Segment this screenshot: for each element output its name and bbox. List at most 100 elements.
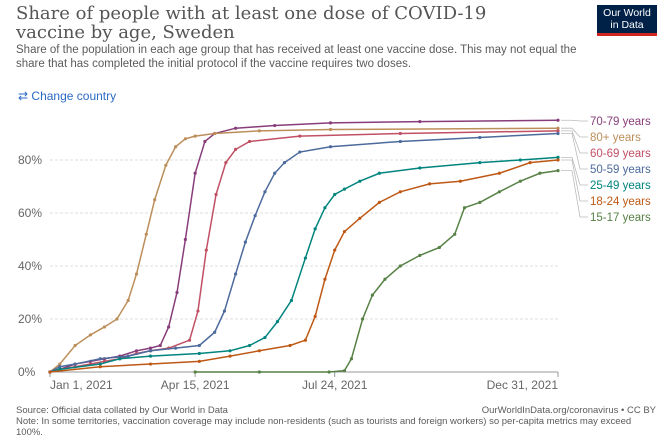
data-point [234, 126, 238, 130]
x-tick-label: Jan 1, 2021 [50, 378, 113, 392]
data-point [437, 245, 441, 250]
data-point [204, 248, 208, 252]
data-point [328, 127, 333, 132]
data-point [263, 335, 267, 340]
data-point [234, 147, 238, 151]
data-point [257, 370, 261, 374]
data-point [73, 362, 77, 366]
y-tick-label: 20% [18, 312, 42, 326]
chart-subtitle: Share of the population in each age grou… [16, 44, 577, 70]
y-tick-label: 60% [18, 206, 42, 220]
source-text: Source: Official data collated by Our Wo… [16, 405, 228, 416]
data-point [342, 187, 347, 191]
y-tick-label: 40% [18, 259, 42, 273]
data-point [556, 158, 560, 162]
footer: Source: Official data collated by Our Wo… [16, 405, 656, 438]
data-point [73, 343, 77, 348]
data-point [257, 349, 261, 353]
data-point [497, 171, 501, 175]
data-point [556, 169, 560, 173]
data-point [167, 325, 171, 329]
data-point [358, 179, 362, 183]
data-point [243, 240, 247, 244]
data-point [556, 118, 560, 122]
x-tick-label: Jul 24, 2021 [302, 378, 368, 392]
data-point [538, 171, 542, 175]
legend-label: 80+ years [590, 132, 641, 144]
data-point [98, 365, 102, 369]
data-point [257, 129, 261, 133]
data-point [418, 253, 422, 257]
source-url-link[interactable]: OurWorldInData.org/coronavirus • CC BY [481, 405, 656, 416]
data-point [556, 155, 560, 159]
data-point [497, 190, 501, 194]
data-point [323, 206, 327, 210]
data-point [213, 330, 217, 334]
data-point [462, 206, 467, 210]
data-point [214, 192, 218, 197]
data-point [313, 314, 317, 318]
data-point [313, 227, 317, 231]
data-point [183, 237, 187, 242]
data-point [518, 158, 522, 162]
data-point [282, 161, 287, 165]
data-point [377, 200, 381, 204]
legend-label: 25-49 years [590, 180, 651, 192]
data-point [187, 338, 192, 342]
data-point [298, 150, 302, 154]
legend-label: 70-79 years [590, 116, 651, 128]
data-point [377, 171, 381, 175]
data-point [478, 135, 482, 140]
data-point [328, 121, 333, 125]
data-point [289, 298, 294, 303]
data-point [175, 290, 179, 295]
data-point [333, 248, 337, 252]
data-point [203, 139, 207, 144]
data-point [193, 134, 197, 138]
data-point [213, 131, 217, 136]
legend-connector [561, 159, 588, 202]
data-point [126, 298, 130, 303]
series-line-80+years [49, 127, 559, 373]
data-point [98, 362, 102, 366]
legend-connector [561, 127, 588, 138]
data-point [48, 370, 52, 374]
data-point [153, 198, 157, 202]
data-point [148, 354, 153, 358]
series-line-5059years [49, 132, 559, 373]
data-point [288, 343, 292, 348]
legend-connector [561, 119, 588, 122]
series-line-2549years [49, 156, 559, 373]
x-tick-label: Dec 31, 2021 [487, 378, 559, 392]
data-point [247, 343, 252, 348]
series-line-1517years [195, 169, 559, 373]
owid-logo[interactable]: Our World in Data [597, 5, 657, 36]
change-country-button[interactable]: ⇄ Change country [18, 89, 116, 103]
data-point [98, 357, 102, 361]
data-point [197, 343, 201, 348]
data-point [58, 362, 62, 366]
data-point [222, 309, 227, 313]
data-point [197, 351, 201, 356]
legend-label: 15-17 years [590, 212, 651, 224]
data-point [158, 343, 162, 348]
y-tick-label: 80% [18, 153, 42, 167]
logo-line-1: Our World [603, 7, 651, 19]
logo-line-2: in Data [610, 19, 644, 31]
data-point [478, 161, 482, 165]
data-point [518, 179, 522, 183]
data-point [193, 171, 197, 175]
legend-connector [561, 130, 588, 154]
data-point [370, 293, 374, 297]
data-point [342, 369, 347, 373]
data-point [398, 190, 402, 194]
data-point [273, 123, 277, 128]
data-point [263, 190, 267, 194]
chart-title: Share of people with at least one dose o… [16, 3, 487, 43]
data-point [275, 320, 280, 324]
data-point [174, 145, 178, 149]
data-point [303, 256, 307, 260]
data-point [196, 309, 200, 313]
data-point [234, 272, 238, 276]
